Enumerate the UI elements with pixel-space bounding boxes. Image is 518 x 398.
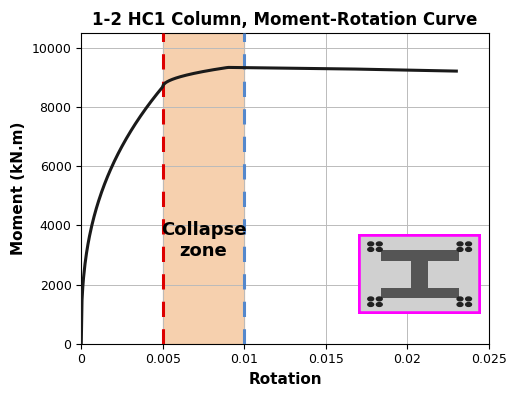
Circle shape (377, 248, 382, 252)
Circle shape (377, 302, 382, 306)
Circle shape (457, 248, 463, 252)
Text: Collapse
zone: Collapse zone (161, 221, 247, 259)
Circle shape (368, 302, 373, 306)
Circle shape (466, 302, 471, 306)
Circle shape (368, 242, 373, 246)
Circle shape (466, 297, 471, 301)
Circle shape (457, 297, 463, 301)
Bar (163, 33, 244, 343)
Title: 1-2 HC1 Column, Moment-Rotation Curve: 1-2 HC1 Column, Moment-Rotation Curve (92, 11, 478, 29)
Bar (381, 288, 459, 298)
Bar (411, 261, 428, 288)
Circle shape (368, 248, 373, 252)
Circle shape (466, 242, 471, 246)
X-axis label: Rotation: Rotation (248, 372, 322, 387)
Circle shape (466, 248, 471, 252)
Circle shape (457, 302, 463, 306)
Circle shape (368, 297, 373, 301)
Circle shape (377, 297, 382, 301)
Y-axis label: Moment (kN.m): Moment (kN.m) (11, 122, 26, 255)
Bar (381, 250, 459, 261)
Circle shape (377, 242, 382, 246)
Circle shape (457, 242, 463, 246)
